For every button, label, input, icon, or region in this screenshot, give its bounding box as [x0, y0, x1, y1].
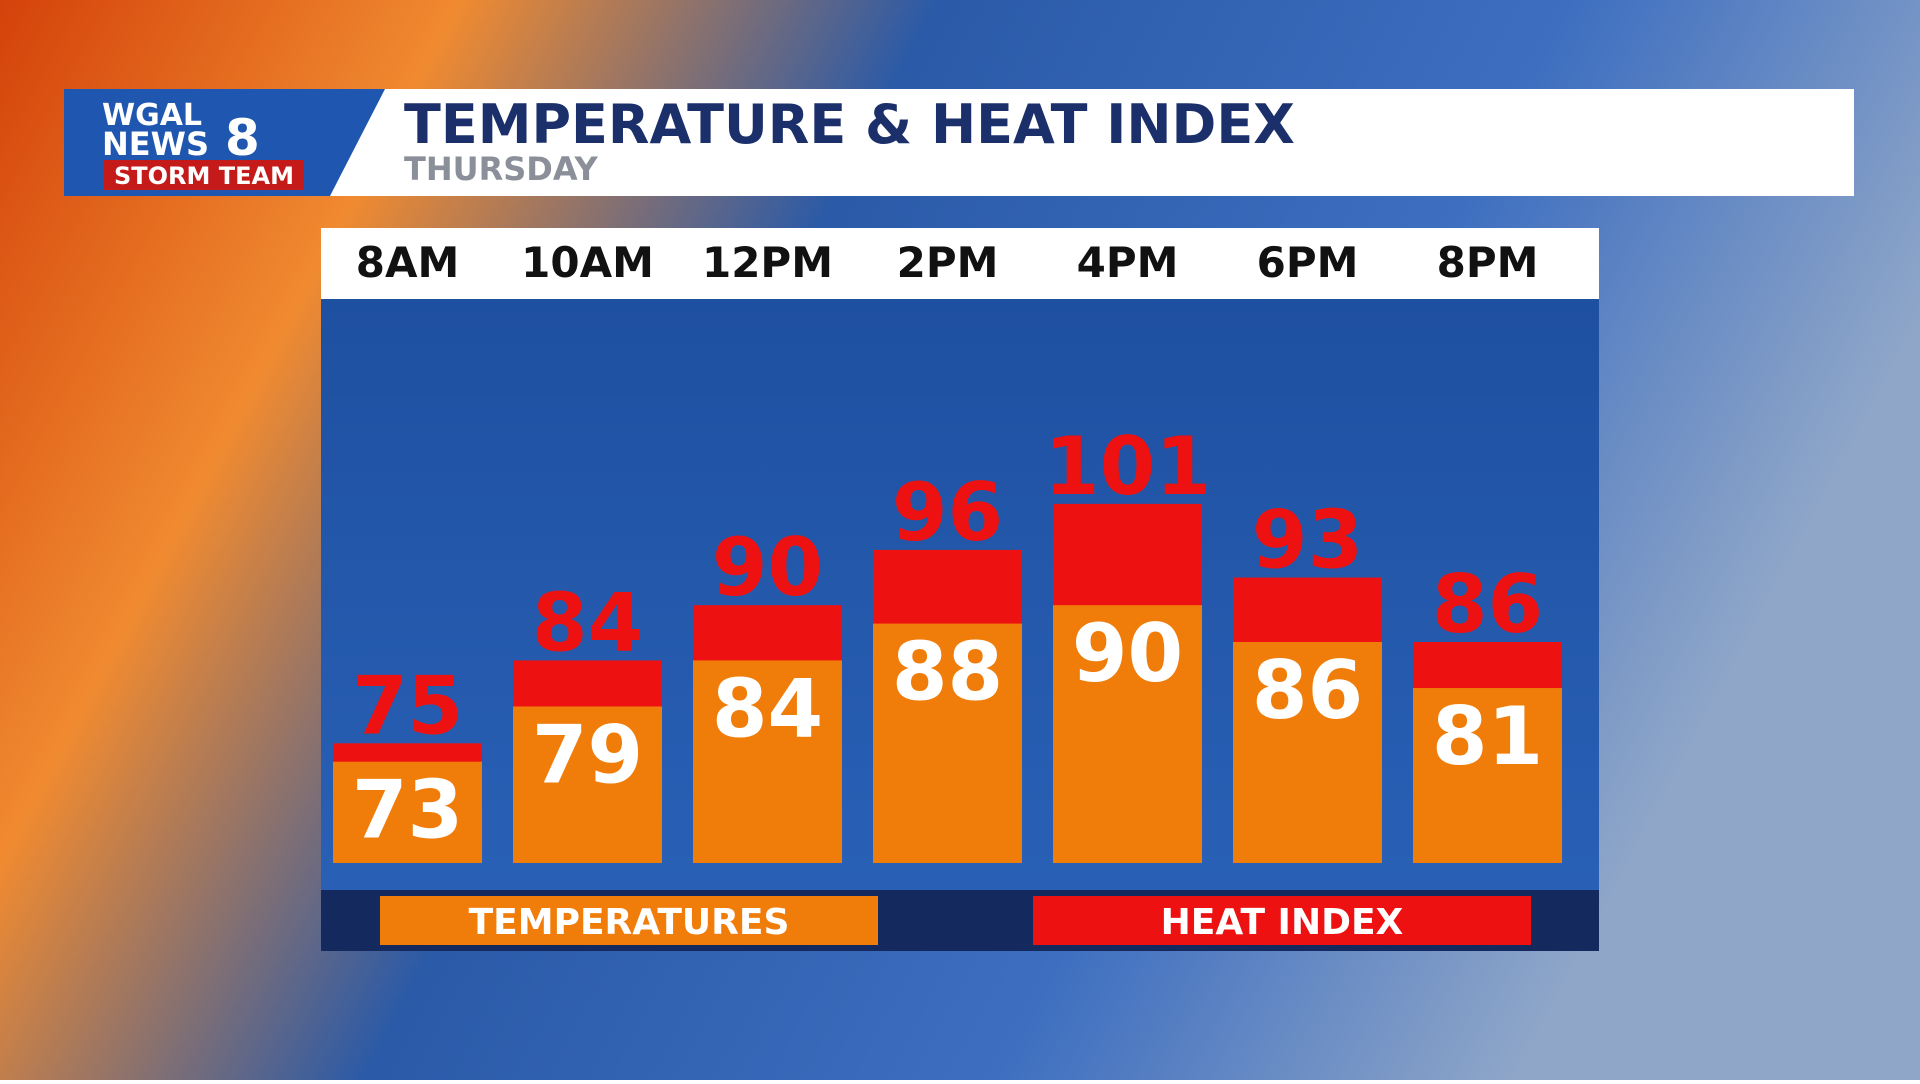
value-label: 90: [1072, 607, 1183, 700]
value-label: 73: [352, 764, 463, 857]
value-label: 84: [712, 662, 823, 755]
legend-label: TEMPERATURES: [469, 902, 790, 943]
value-label: 79: [532, 708, 643, 801]
x-tick-label: 2PM: [897, 238, 999, 287]
value-label: 88: [892, 626, 1003, 719]
bar: [1233, 642, 1382, 863]
value-label: 86: [1252, 644, 1363, 737]
value-label: 81: [1432, 690, 1543, 783]
value-label: 86: [1432, 558, 1543, 651]
bar: [1413, 688, 1562, 863]
legend-swatch: [1033, 896, 1531, 945]
bar: [693, 660, 842, 863]
legend-label: HEAT INDEX: [1161, 902, 1404, 943]
chart-subtitle: THURSDAY: [404, 150, 599, 188]
value-label: 93: [1252, 494, 1363, 587]
value-label: 101: [1044, 420, 1211, 513]
x-tick-label: 12PM: [702, 238, 833, 287]
chart-title: TEMPERATURE & HEAT INDEX: [404, 93, 1295, 156]
value-label: 96: [892, 466, 1003, 559]
time-strip: [321, 228, 1599, 299]
logo-team: STORM TEAM: [114, 162, 294, 190]
x-tick-label: 6PM: [1257, 238, 1359, 287]
value-label: 84: [532, 576, 643, 669]
bar: [1053, 605, 1202, 863]
value-label: 75: [352, 659, 463, 752]
x-tick-label: 8AM: [356, 238, 460, 287]
logo-channel: 8: [225, 109, 260, 167]
bar: [333, 761, 482, 863]
logo-news: NEWS: [102, 125, 209, 163]
logo-station: WGAL: [102, 98, 202, 133]
legend-swatch: [380, 896, 878, 945]
x-tick-label: 10AM: [521, 238, 654, 287]
logo-team-box: [104, 160, 304, 190]
x-tick-label: 8PM: [1437, 238, 1539, 287]
x-tick-label: 4PM: [1077, 238, 1179, 287]
bar: [873, 623, 1022, 863]
value-label: 90: [712, 521, 823, 614]
bar: [513, 706, 662, 863]
